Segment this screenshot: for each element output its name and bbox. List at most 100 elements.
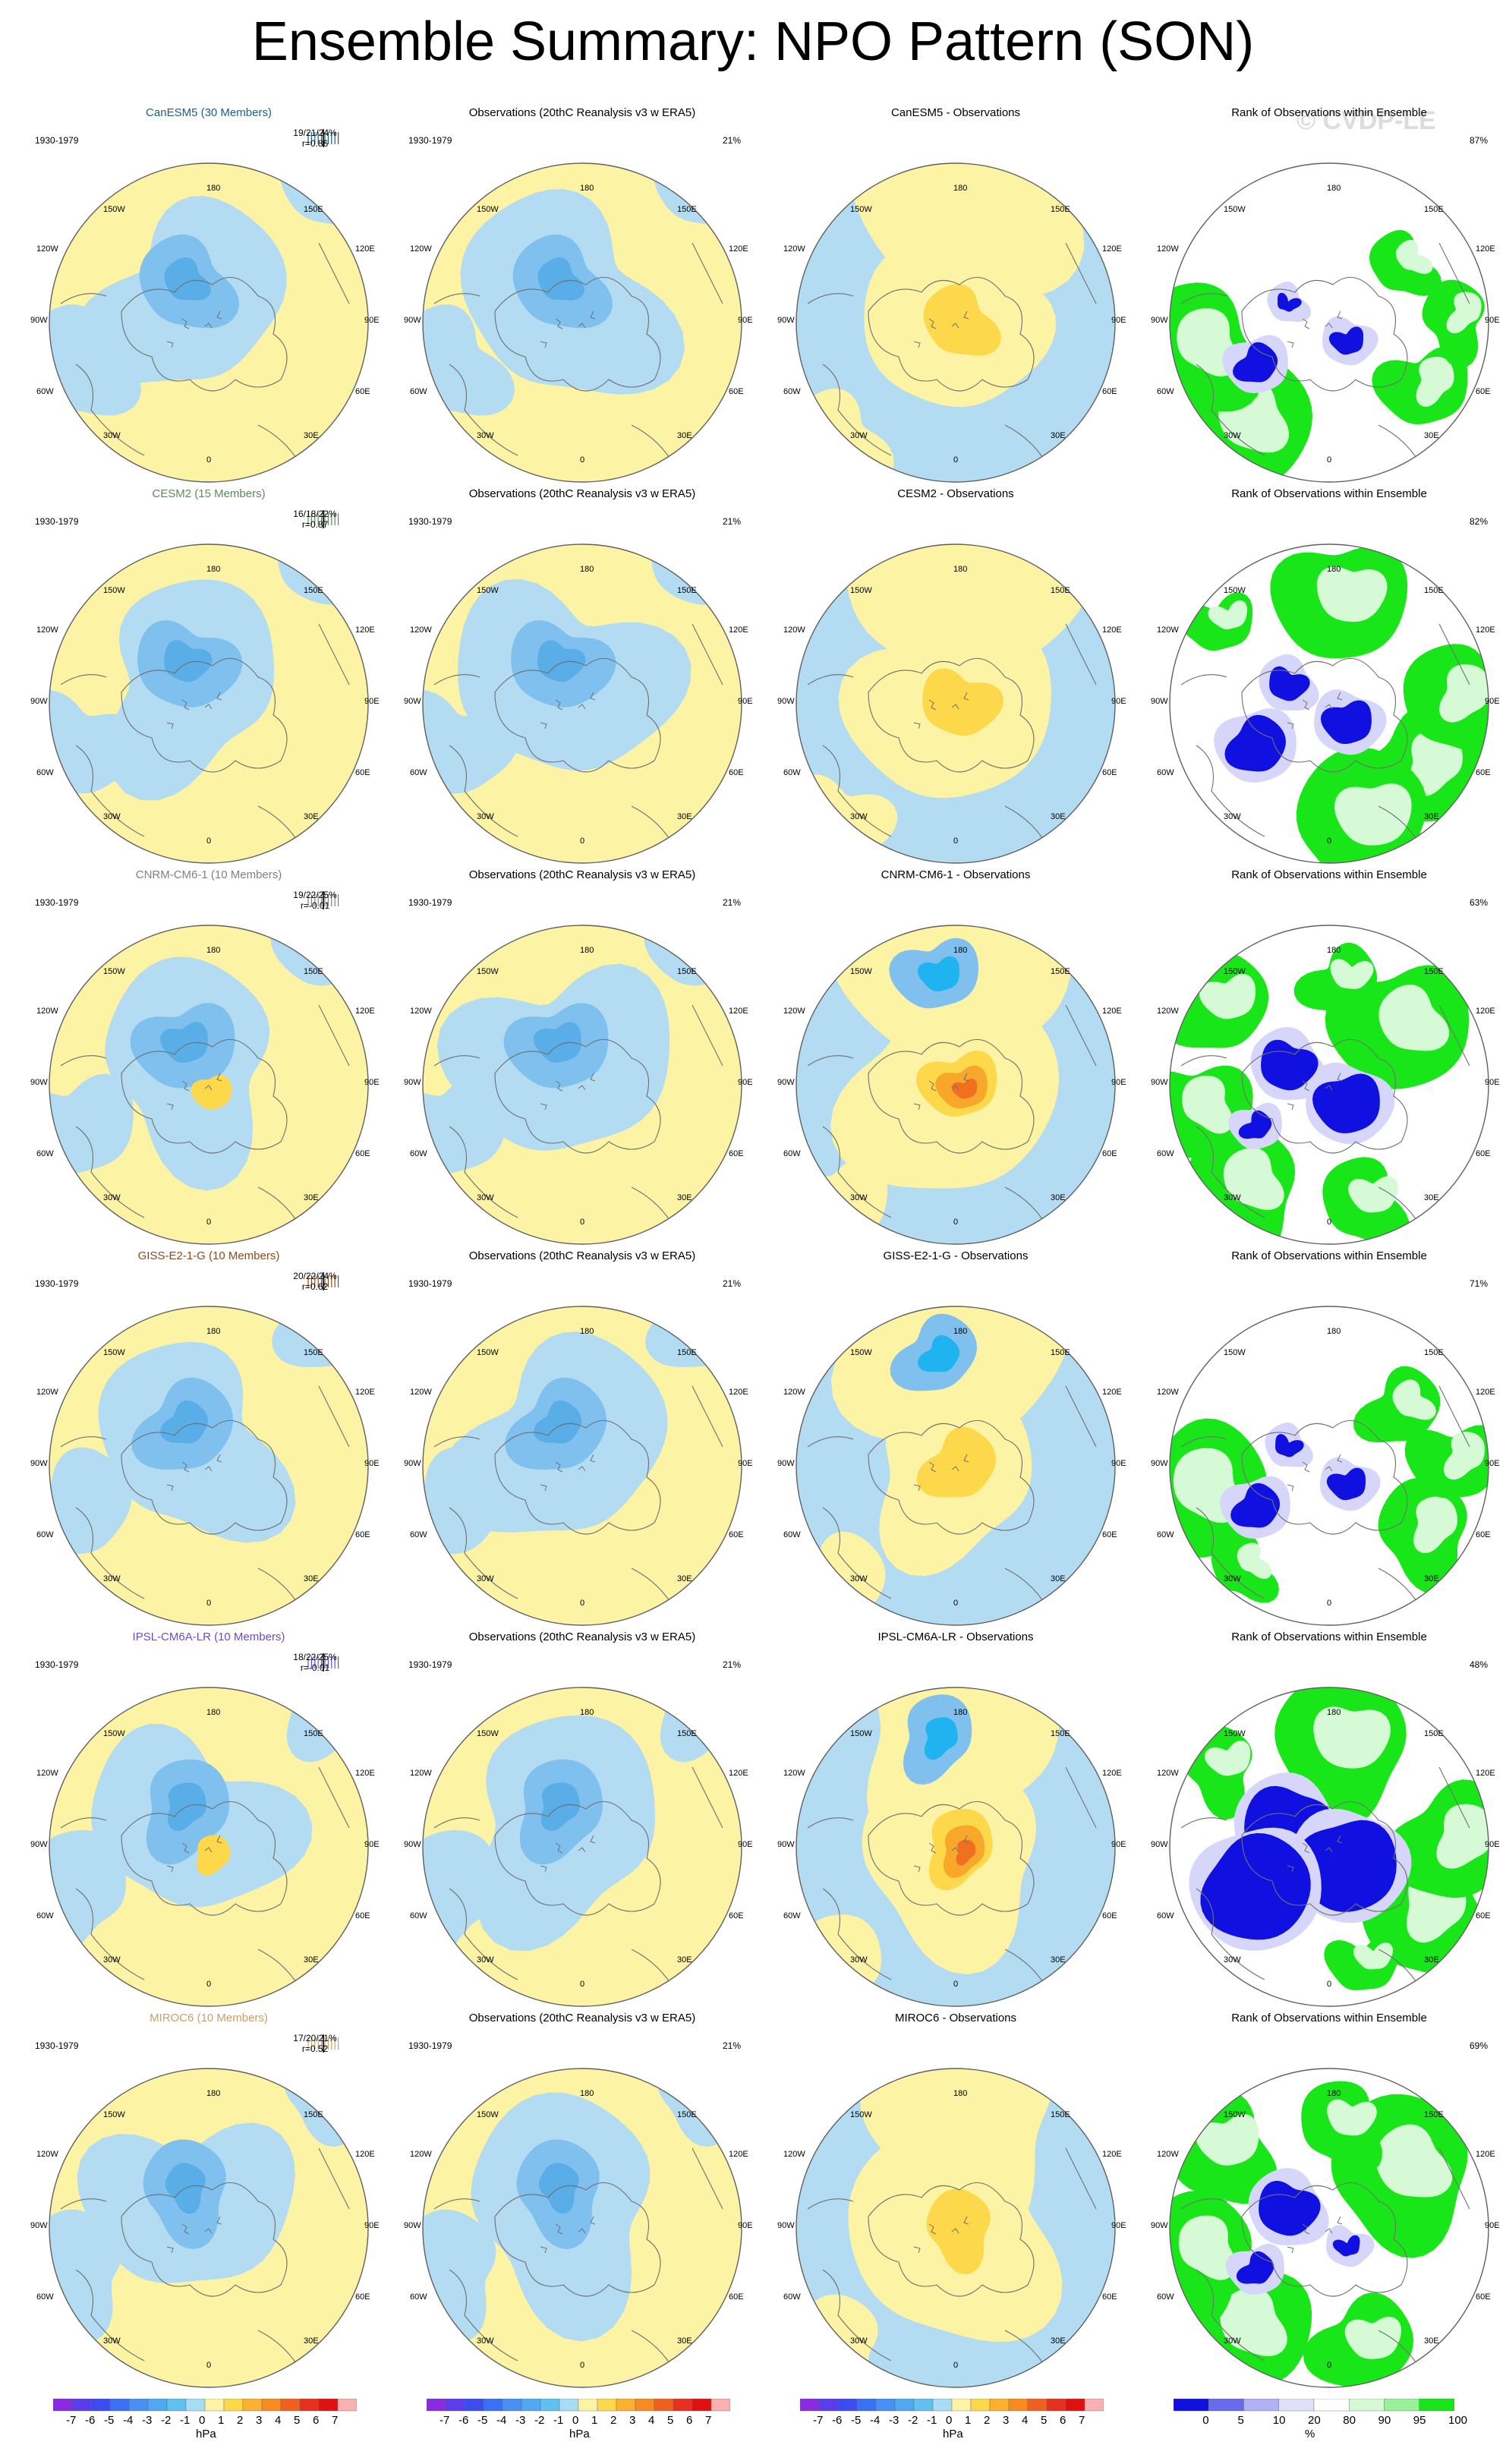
rank-map bbox=[1169, 925, 1489, 1245]
lon-label-tl: 150W bbox=[103, 967, 125, 976]
lon-label-lr: 60E bbox=[1102, 768, 1117, 777]
lon-label-top: 180 bbox=[580, 565, 594, 574]
lon-label-ur: 120E bbox=[1476, 1388, 1495, 1397]
period-label: 1930-1979 bbox=[408, 2040, 452, 2051]
obs-panel-title: Observations (20thC Reanalysis v3 w ERA5… bbox=[468, 868, 696, 881]
lon-label-bottom: 0 bbox=[206, 837, 212, 846]
lon-label-bl: 30W bbox=[1224, 1955, 1241, 1965]
rank-panel: Rank of Observations within Ensemble 180 1… bbox=[1151, 106, 1506, 486]
colorbar-tick-label: 1 bbox=[218, 2414, 225, 2427]
lon-label-r: 90E bbox=[1485, 1459, 1500, 1468]
lon-label-bl: 30W bbox=[477, 1193, 494, 1202]
lon-label-ll: 60W bbox=[410, 1911, 427, 1920]
lon-label-top: 180 bbox=[953, 1327, 968, 1336]
lon-label-bl: 30W bbox=[103, 1955, 121, 1965]
lon-label-ul: 120W bbox=[1157, 1388, 1179, 1397]
colorbar-tick-label: 5 bbox=[1041, 2414, 1048, 2427]
lon-label-ur: 120E bbox=[355, 1769, 375, 1778]
lon-label-tl: 150W bbox=[850, 1729, 872, 1738]
lon-label-tr: 150E bbox=[677, 2110, 697, 2119]
lon-label-l: 90W bbox=[30, 697, 48, 706]
rank-colorbar bbox=[1174, 2399, 1454, 2412]
lon-label-ul: 120W bbox=[783, 1388, 805, 1397]
lon-label-r: 90E bbox=[364, 316, 380, 325]
lon-label-ul: 120W bbox=[410, 625, 432, 635]
lon-label-ul: 120W bbox=[1157, 1007, 1179, 1016]
lon-label-bottom: 0 bbox=[206, 1599, 212, 1608]
model-map bbox=[49, 162, 369, 483]
lon-label-tr: 150E bbox=[677, 586, 697, 595]
lon-label-tr: 150E bbox=[1051, 967, 1070, 976]
lon-label-ur: 120E bbox=[355, 1007, 375, 1016]
lon-label-ul: 120W bbox=[410, 1007, 432, 1016]
lon-label-l: 90W bbox=[777, 697, 795, 706]
lon-label-tl: 150W bbox=[103, 1348, 125, 1357]
lon-label-l: 90W bbox=[1151, 1078, 1168, 1087]
rank-panel-title: Rank of Observations within Ensemble bbox=[1231, 1249, 1427, 1262]
lon-label-top: 180 bbox=[580, 1327, 594, 1336]
colorbar-tick-label: 6 bbox=[313, 2414, 320, 2427]
colorbar-tick-label: -2 bbox=[161, 2414, 172, 2427]
lon-label-l: 90W bbox=[404, 697, 421, 706]
obs-map bbox=[422, 1306, 742, 1626]
lon-label-r: 90E bbox=[1111, 316, 1126, 325]
lon-label-tr: 150E bbox=[1051, 586, 1070, 595]
lon-label-tr: 150E bbox=[1424, 586, 1444, 595]
lon-label-lr: 60E bbox=[355, 768, 370, 777]
lon-label-top: 180 bbox=[580, 1708, 594, 1717]
colorbar-tick-label: -6 bbox=[458, 2414, 469, 2427]
lon-label-ur: 120E bbox=[1102, 2150, 1122, 2159]
lon-label-r: 90E bbox=[738, 1840, 753, 1849]
lon-label-bottom: 0 bbox=[206, 455, 212, 465]
lon-label-ur: 120E bbox=[1476, 1769, 1495, 1778]
lon-label-r: 90E bbox=[738, 1078, 753, 1087]
lon-label-r: 90E bbox=[364, 1078, 380, 1087]
lon-label-tl: 150W bbox=[850, 1348, 872, 1357]
colorbar-tick-label: 100 bbox=[1448, 2414, 1468, 2427]
rank-panel: Rank of Observations within Ensemble 180 1… bbox=[1151, 2012, 1506, 2391]
model-panel: MIROC6 (10 Members) 180 150W 150E 120W 120E 90… bbox=[30, 2012, 387, 2391]
colorbar-tick-label: 2 bbox=[610, 2414, 617, 2427]
lon-label-lr: 60E bbox=[729, 768, 744, 777]
lon-label-r: 90E bbox=[1111, 2221, 1126, 2230]
period-label: 1930-1979 bbox=[408, 135, 452, 146]
colorbar-tick-label: -4 bbox=[496, 2414, 507, 2427]
lon-label-tr: 150E bbox=[304, 1348, 323, 1357]
lon-label-l: 90W bbox=[404, 1078, 421, 1087]
obs-panel: Observations (20thC Reanalysis v3 w ERA5… bbox=[404, 1249, 761, 1629]
colorbar-tick-label: -7 bbox=[66, 2414, 77, 2427]
model-panel-title: CNRM-CM6-1 (10 Members) bbox=[135, 868, 282, 881]
lon-label-tl: 150W bbox=[850, 967, 872, 976]
lon-label-bl: 30W bbox=[850, 1955, 868, 1965]
colorbar-tick-label: 20 bbox=[1308, 2414, 1321, 2427]
lon-label-ul: 120W bbox=[783, 1007, 805, 1016]
lon-label-bottom: 0 bbox=[1327, 1218, 1332, 1227]
pattern-correlation: r=-0.01 bbox=[300, 1662, 330, 1673]
lon-label-ul: 120W bbox=[410, 1769, 432, 1778]
lon-label-top: 180 bbox=[1327, 1327, 1341, 1336]
colorbar-tick-label: 0 bbox=[946, 2414, 953, 2427]
lon-label-ur: 120E bbox=[729, 625, 748, 635]
lon-label-bottom: 0 bbox=[953, 455, 959, 465]
lon-label-bl: 30W bbox=[1224, 1574, 1241, 1583]
colorbar-tick-label: -5 bbox=[477, 2414, 488, 2427]
model-panel-title: MIROC6 (10 Members) bbox=[150, 2012, 268, 2024]
lon-label-bl: 30W bbox=[850, 812, 868, 821]
obs-map bbox=[422, 2068, 742, 2388]
lon-label-ur: 120E bbox=[729, 1007, 748, 1016]
lon-label-tl: 150W bbox=[850, 586, 872, 595]
colorbar-tick-label: 6 bbox=[686, 2414, 693, 2427]
diff-panel-title: GISS-E2-1-G - Observations bbox=[883, 1249, 1029, 1262]
lon-label-ll: 60W bbox=[783, 1530, 801, 1539]
lon-label-ul: 120W bbox=[410, 2150, 432, 2159]
lon-label-ul: 120W bbox=[36, 1769, 58, 1778]
page-title: Ensemble Summary: NPO Pattern (SON) bbox=[251, 11, 1255, 72]
diff-map bbox=[796, 2068, 1116, 2388]
colorbar-tick-label: -2 bbox=[534, 2414, 545, 2427]
ensemble-stats: 20/22/24% bbox=[293, 1271, 337, 1281]
lon-label-l: 90W bbox=[30, 1078, 48, 1087]
diff-panel: CanESM5 - Observations 180 150W 150E 120W 120… bbox=[777, 106, 1134, 486]
lon-label-r: 90E bbox=[1485, 316, 1500, 325]
rank-panel-title: Rank of Observations within Ensemble bbox=[1231, 1631, 1427, 1643]
lon-label-tl: 150W bbox=[850, 205, 872, 214]
